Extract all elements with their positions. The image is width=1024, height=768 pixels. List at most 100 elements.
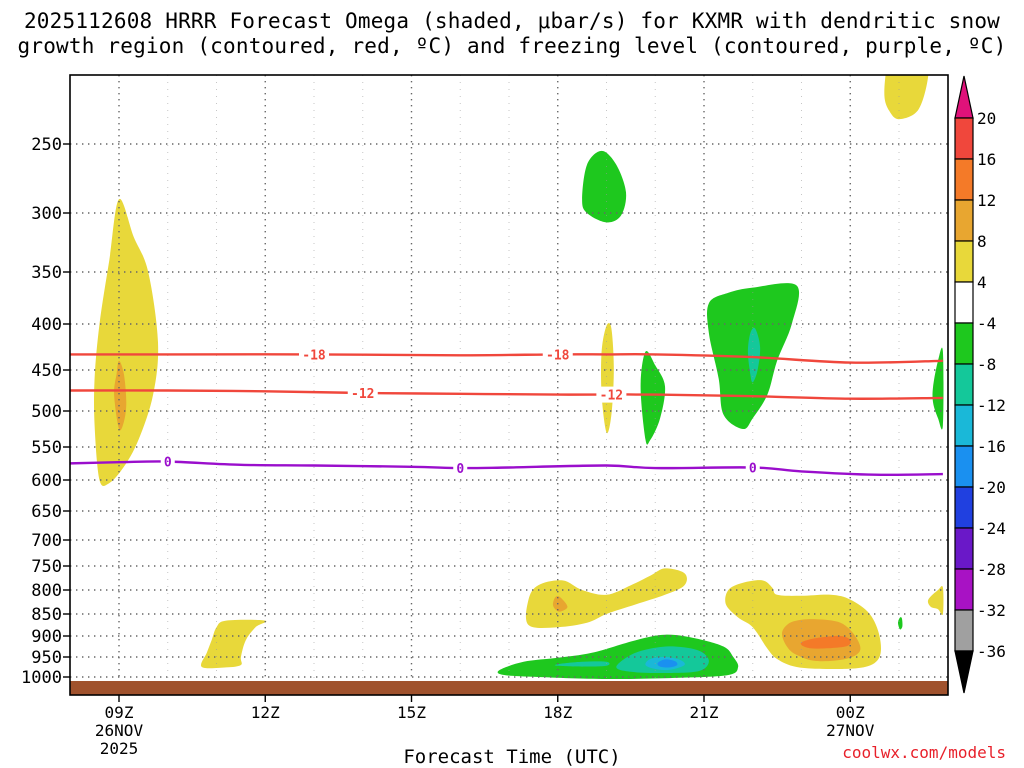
omega-region-3 xyxy=(582,150,627,223)
chart-title-line1: 2025112608 HRRR Forecast Omega (shaded, … xyxy=(23,9,1001,33)
y-tick-label-900: 900 xyxy=(31,627,62,647)
plot-frame xyxy=(69,74,949,696)
colorbar-label--8: -8 xyxy=(977,355,996,374)
colorbar-label--12: -12 xyxy=(977,396,1006,415)
omega-region-11 xyxy=(552,596,568,612)
ground-strip xyxy=(70,681,948,695)
y-tick-label-650: 650 xyxy=(31,502,62,522)
colorbar-label-8: 8 xyxy=(977,232,987,251)
y-tick-label-450: 450 xyxy=(31,361,62,381)
x-tick-label-15Z: 15Z xyxy=(397,703,426,722)
colorbar-bin-9 xyxy=(954,486,974,529)
colorbar-bin-1 xyxy=(954,158,974,201)
plot-border xyxy=(69,74,949,696)
colorbar-bin-12 xyxy=(954,609,974,652)
y-tick-label-600: 600 xyxy=(31,471,62,491)
x-tick-label-21Z: 21Z xyxy=(690,703,719,722)
isotherm--12-line xyxy=(70,389,943,400)
y-axis: 2503003504004505005506006507007508008509… xyxy=(21,135,70,688)
credit-text: coolwx.com/models xyxy=(842,743,1006,762)
isotherm-label-0: 0 xyxy=(164,456,172,471)
chart-title-line2: growth region (contoured, red, ºC) and f… xyxy=(17,34,1007,58)
colorbar-bin-bottom xyxy=(954,650,974,694)
y-tick-label-1000: 1000 xyxy=(21,668,62,688)
isotherm-label-bg xyxy=(596,386,627,403)
x-tick-label-00Z: 00Z xyxy=(836,703,865,722)
colorbar-label-12: 12 xyxy=(977,191,996,210)
colorbar-bin-4 xyxy=(954,281,974,324)
isotherm-label-bg xyxy=(542,346,573,363)
omega-region-10 xyxy=(525,568,687,628)
y-tick-label-500: 500 xyxy=(31,402,62,422)
x-axis-title: Forecast Time (UTC) xyxy=(403,746,621,768)
omega-region-1 xyxy=(114,360,127,431)
omega-region-8 xyxy=(932,347,944,430)
ground-layer xyxy=(70,681,948,695)
colorbar-label--20: -20 xyxy=(977,478,1006,497)
y-tick-label-550: 550 xyxy=(31,438,62,458)
colorbar-bin-10 xyxy=(954,527,974,570)
colorbar-bin-7 xyxy=(954,404,974,447)
y-tick-label-300: 300 xyxy=(31,204,62,224)
isotherm-0-line xyxy=(70,460,943,477)
isotherm-label-bg xyxy=(299,346,329,363)
y-tick-label-250: 250 xyxy=(31,135,62,155)
colorbar-label--16: -16 xyxy=(977,437,1006,456)
omega-region-9 xyxy=(884,75,929,120)
isotherm-label-0: 0 xyxy=(456,462,464,477)
colorbar: 20 16 12 8 4 -4 -8 -12 -16 -20 -24 -28 -32 -36 xyxy=(954,75,1006,694)
isotherm-label-bg xyxy=(745,459,760,476)
omega-region-20 xyxy=(927,585,944,615)
colorbar-label--24: -24 xyxy=(977,519,1006,538)
isotherm-label--12: -12 xyxy=(351,387,374,402)
y-tick-label-750: 750 xyxy=(31,557,62,577)
colorbar-bin-top xyxy=(954,75,974,119)
omega-region-0 xyxy=(94,198,159,486)
isotherm-label-bg xyxy=(160,453,175,470)
y-tick-label-800: 800 xyxy=(31,581,62,601)
x-tick-sublabel: 26NOV xyxy=(95,721,144,740)
y-tick-label-700: 700 xyxy=(31,531,62,551)
omega-region-19 xyxy=(800,635,851,649)
x-tick-label-18Z: 18Z xyxy=(543,703,572,722)
x-tick-sublabel: 2025 xyxy=(100,739,139,758)
omega-shading-layer xyxy=(94,75,944,680)
x-tick-sublabel: 27NOV xyxy=(826,721,875,740)
isotherm-label--18: -18 xyxy=(546,348,570,363)
x-tick-label-12Z: 12Z xyxy=(251,703,280,722)
isotherm-label--12: -12 xyxy=(600,389,623,404)
colorbar-label-4: 4 xyxy=(977,273,987,292)
colorbar-bin-11 xyxy=(954,568,974,611)
omega-region-16 xyxy=(554,661,610,667)
omega-region-5 xyxy=(640,350,666,445)
y-tick-label-850: 850 xyxy=(31,605,62,625)
omega-region-4 xyxy=(601,322,614,434)
omega-region-21 xyxy=(898,617,903,630)
colorbar-label--36: -36 xyxy=(977,642,1006,661)
y-tick-label-350: 350 xyxy=(31,263,62,283)
isotherm-layer: -18 -18 -12 -12 0 0 0 xyxy=(70,346,943,477)
y-tick-label-950: 950 xyxy=(31,648,62,668)
colorbar-label--4: -4 xyxy=(977,314,996,333)
gridlines-layer xyxy=(70,75,948,695)
colorbar-bin-5 xyxy=(954,322,974,365)
y-tick-label-400: 400 xyxy=(31,315,62,335)
colorbar-bin-3 xyxy=(954,240,974,283)
colorbar-label--28: -28 xyxy=(977,560,1006,579)
isotherm-label--18: -18 xyxy=(302,348,326,363)
x-tick-label-09Z: 09Z xyxy=(105,703,134,722)
isotherm-label-bg xyxy=(347,384,378,401)
colorbar-bin-8 xyxy=(954,445,974,488)
colorbar-bin-6 xyxy=(954,363,974,406)
colorbar-bin-0 xyxy=(954,117,974,160)
colorbar-label-20: 20 xyxy=(977,109,996,128)
colorbar-label-16: 16 xyxy=(977,150,996,169)
omega-region-2 xyxy=(200,619,267,669)
isotherm-label-0: 0 xyxy=(749,461,757,476)
omega-region-15 xyxy=(657,659,678,668)
colorbar-bin-2 xyxy=(954,199,974,242)
omega-region-7 xyxy=(747,327,761,383)
isotherm-label-bg xyxy=(453,460,468,477)
